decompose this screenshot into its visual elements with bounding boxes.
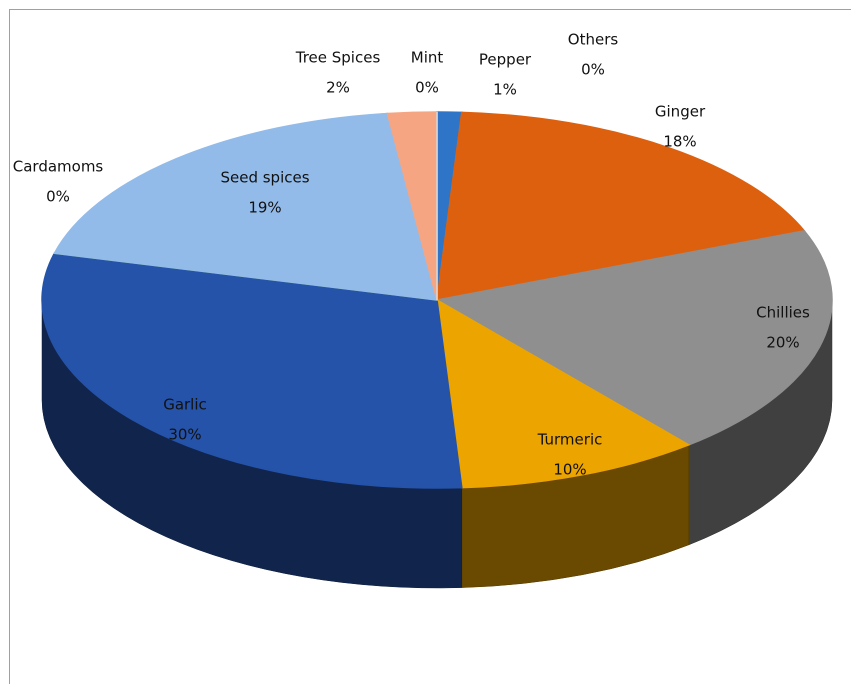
slice-label: Garlic bbox=[163, 396, 207, 414]
slice-value-label: 1% bbox=[493, 81, 517, 99]
slice-label: Mint bbox=[411, 49, 444, 67]
slice-value-label: 0% bbox=[415, 79, 439, 97]
slice-value-label: 20% bbox=[766, 334, 799, 352]
slice-label: Tree Spices bbox=[295, 49, 381, 67]
slice-label: Others bbox=[568, 31, 619, 49]
pie-slice bbox=[53, 112, 439, 301]
pie-sides bbox=[41, 299, 833, 589]
slice-value-label: 18% bbox=[663, 133, 696, 151]
slice-label: Turmeric bbox=[537, 431, 603, 449]
slice-label: Pepper bbox=[479, 51, 532, 69]
slice-value-label: 0% bbox=[581, 61, 605, 79]
slice-label: Seed spices bbox=[220, 169, 309, 187]
slice-label: Chillies bbox=[756, 304, 810, 322]
slice-value-label: 2% bbox=[326, 79, 350, 97]
pie-slice bbox=[434, 229, 833, 446]
slice-value-label: 0% bbox=[46, 188, 70, 206]
pie-tops bbox=[41, 111, 833, 489]
pie-slice bbox=[436, 298, 691, 489]
pie-slice bbox=[41, 252, 463, 489]
slice-label: Cardamoms bbox=[13, 158, 104, 176]
slice-label: Ginger bbox=[655, 103, 706, 121]
slice-value-label: 19% bbox=[248, 199, 281, 217]
pie-slice bbox=[436, 111, 806, 301]
slice-value-label: 10% bbox=[553, 461, 586, 479]
pie-labels: Pepper 1% Others 0% Ginger 18% Chillies 20% Turm… bbox=[13, 31, 810, 479]
slice-value-label: 30% bbox=[168, 426, 201, 444]
